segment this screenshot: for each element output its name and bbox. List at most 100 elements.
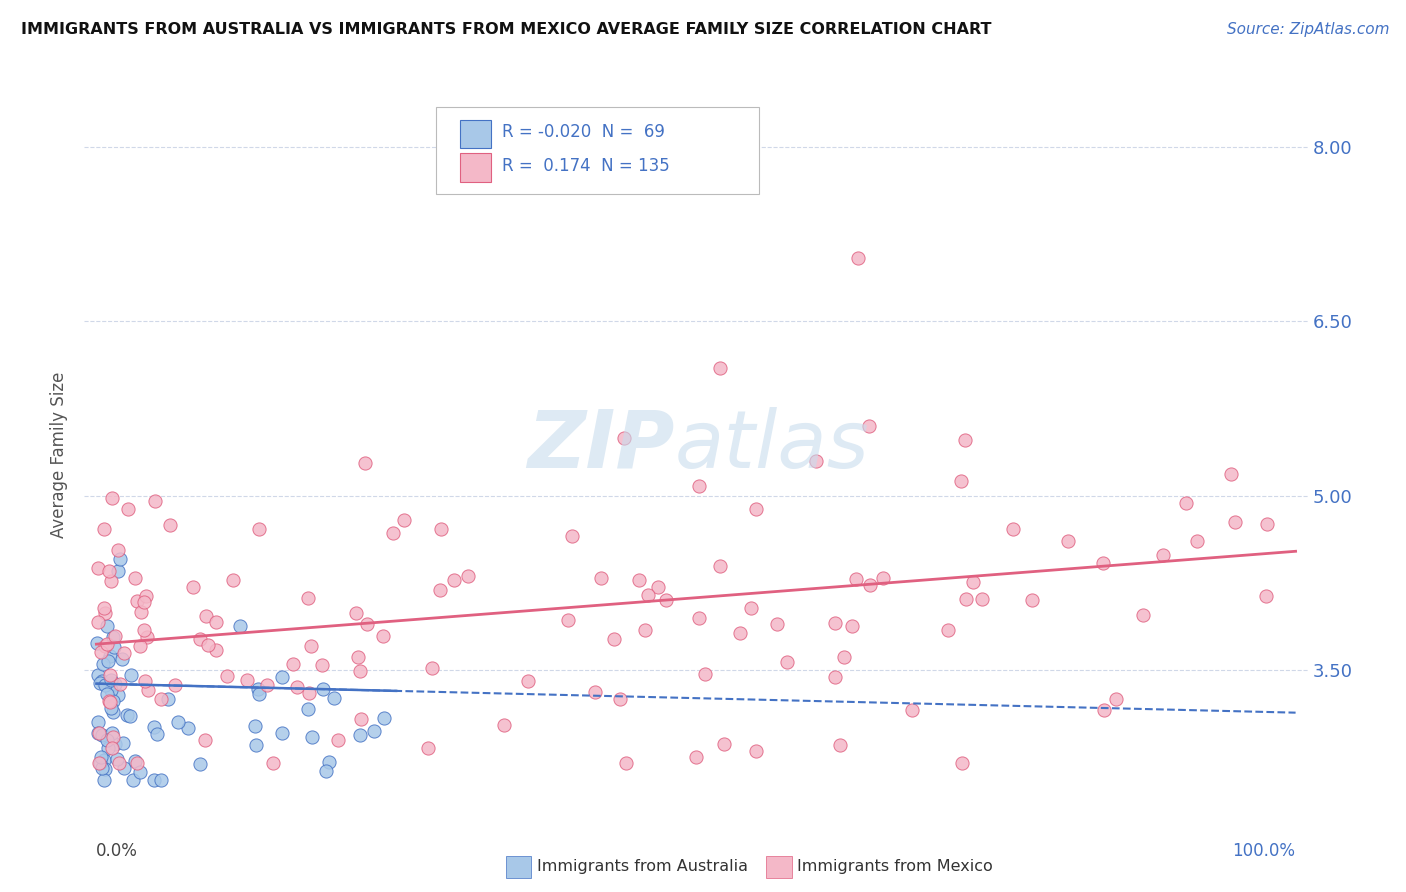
Point [97,564,120,578]
Point [117,502,139,516]
Point [91,657,114,672]
Point [1254,589,1277,603]
Point [299,639,322,653]
Point [872,571,894,585]
Point [901,703,924,717]
Point [328,732,350,747]
Point [844,572,866,586]
Point [344,606,367,620]
Point [107,756,129,770]
Point [283,657,305,672]
Point [101,740,124,755]
Point [97,741,120,756]
Point [382,526,405,541]
Point [98,694,121,708]
Point [101,694,124,708]
Point [262,756,284,770]
Point [245,719,267,733]
Point [91,673,114,688]
Point [112,760,135,774]
Point [93,762,115,776]
Point [163,678,186,692]
Point [298,686,321,700]
Point [311,658,333,673]
Point [93,753,115,767]
Point [142,720,165,734]
Point [494,717,516,731]
Point [96,654,118,668]
Point [418,741,440,756]
Point [111,736,134,750]
Point [159,518,181,533]
Point [194,733,217,747]
Point [222,573,245,587]
Point [655,592,678,607]
Point [394,513,416,527]
Point [134,673,156,688]
Point [832,649,855,664]
Point [246,682,269,697]
Point [110,552,132,566]
Point [603,632,626,647]
Point [101,491,124,506]
Point [90,645,112,659]
Point [824,615,846,630]
Point [215,669,238,683]
Point [614,756,637,770]
Point [609,691,631,706]
Point [136,682,159,697]
Point [637,588,659,602]
Point [561,529,583,543]
Point [115,707,138,722]
Point [841,618,863,632]
Point [86,636,108,650]
Point [429,582,451,597]
Point [93,601,115,615]
Point [349,728,371,742]
Point [1152,548,1174,562]
Point [107,543,129,558]
Point [100,673,122,687]
Point [125,594,148,608]
Point [688,478,710,492]
Point [936,624,959,638]
Point [104,737,127,751]
Point [824,670,846,684]
Point [135,631,157,645]
Point [1219,467,1241,482]
Y-axis label: Average Family Size: Average Family Size [51,372,69,538]
Point [1256,516,1278,531]
Point [301,731,323,745]
Point [167,714,190,729]
Point [87,726,110,740]
Point [86,560,108,574]
Point [271,670,294,684]
Point [128,639,150,653]
Point [134,594,156,608]
Point [297,702,319,716]
Point [1057,534,1080,549]
Point [89,675,111,690]
Point [90,727,112,741]
Point [100,683,122,698]
Point [96,619,118,633]
Point [87,714,110,729]
Point [804,454,827,468]
Point [766,617,789,632]
Text: IMMIGRANTS FROM AUSTRALIA VS IMMIGRANTS FROM MEXICO AVERAGE FAMILY SIZE CORRELAT: IMMIGRANTS FROM AUSTRALIA VS IMMIGRANTS … [21,22,991,37]
Point [94,639,117,653]
Point [297,591,319,605]
Point [740,600,762,615]
Text: 0.0%: 0.0% [97,841,138,860]
Text: atlas: atlas [675,407,870,485]
Point [420,661,443,675]
Point [87,667,110,681]
Point [285,681,308,695]
Point [107,688,129,702]
Point [124,571,146,585]
Point [517,674,540,689]
Point [846,251,869,265]
Text: R = -0.020  N =  69: R = -0.020 N = 69 [502,123,665,141]
Point [1021,593,1043,607]
Point [89,756,111,770]
